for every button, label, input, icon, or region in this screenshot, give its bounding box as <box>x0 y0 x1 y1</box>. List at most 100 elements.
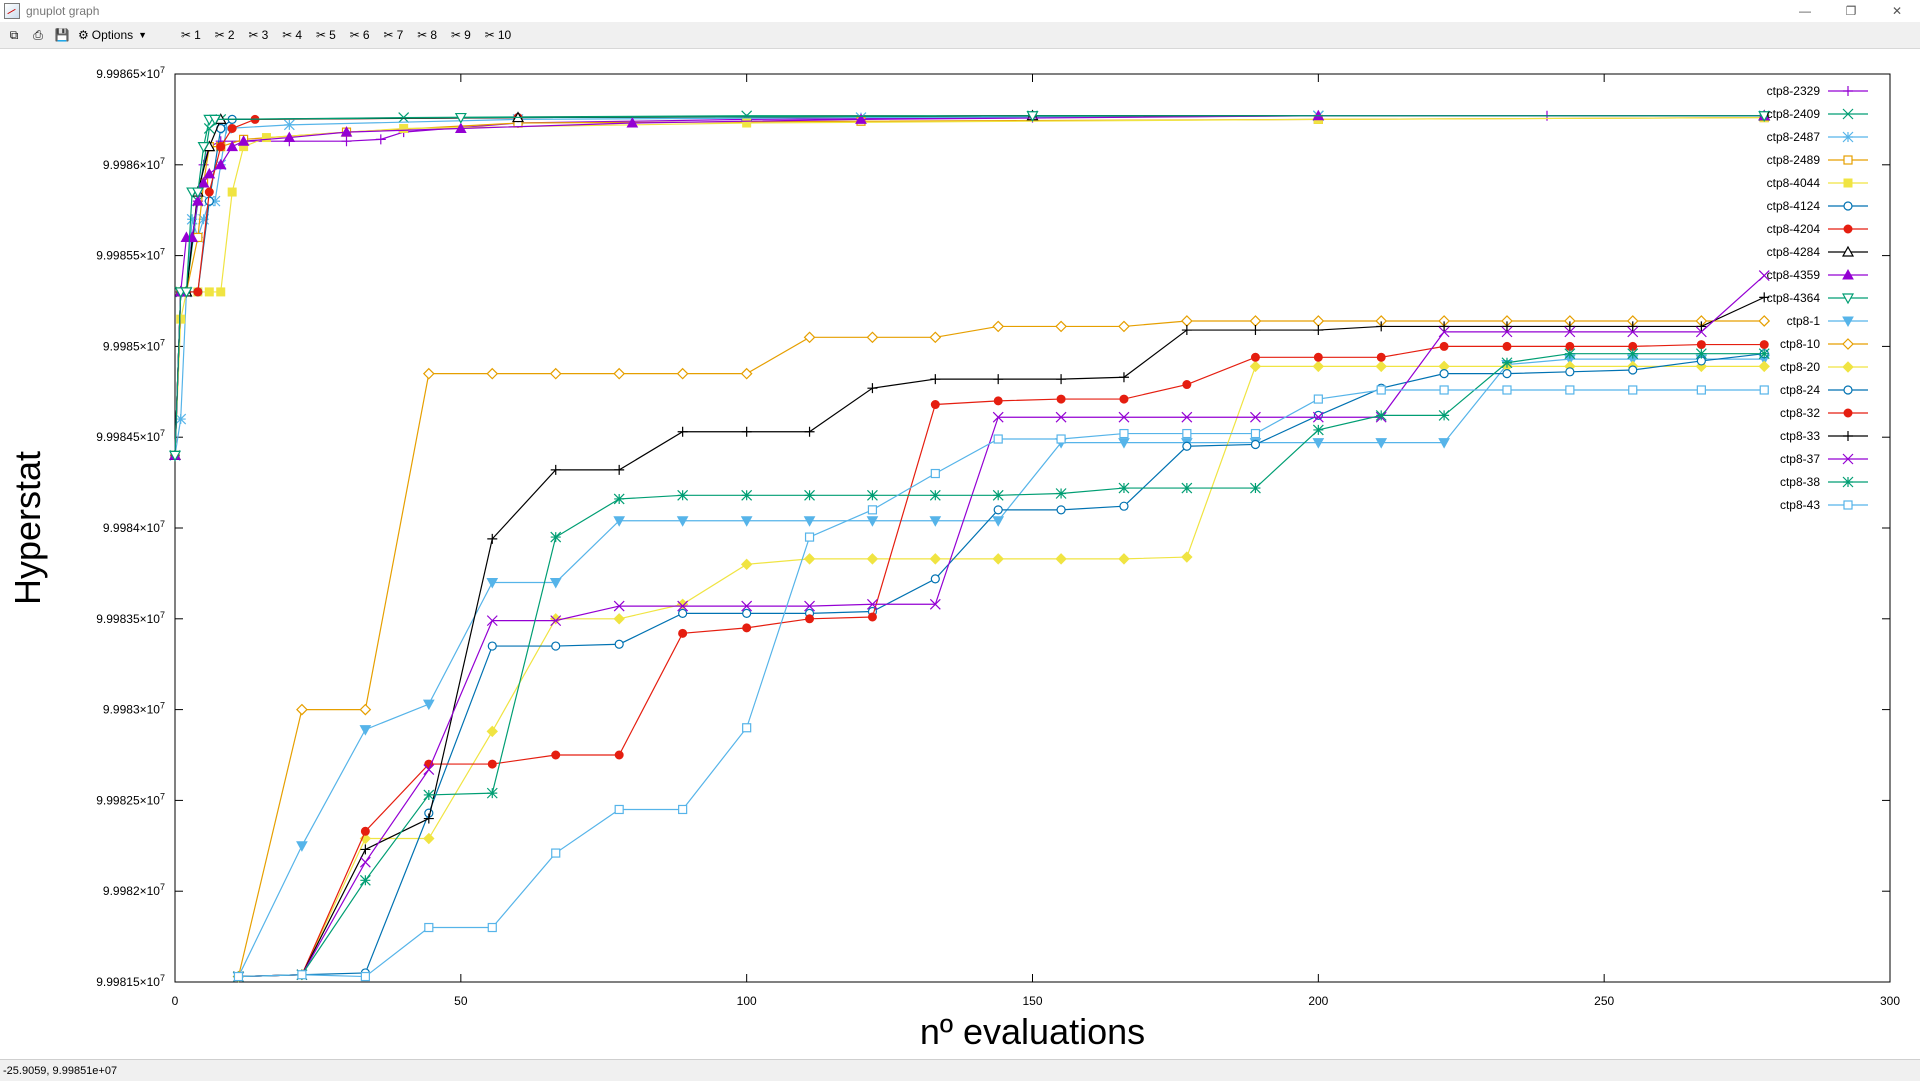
gnuplot-app-icon <box>4 3 20 19</box>
point-marker <box>992 411 1004 423</box>
point-marker <box>1438 438 1450 449</box>
point-marker <box>930 574 940 584</box>
point-marker <box>283 119 295 131</box>
point-marker <box>1759 292 1770 303</box>
point-marker <box>1842 453 1854 465</box>
point-marker <box>1118 411 1130 423</box>
point-marker <box>1119 501 1129 511</box>
plot-toggle-button-8[interactable]: ✂ 8 <box>417 28 437 42</box>
point-marker <box>1182 441 1192 451</box>
point-marker <box>360 826 370 836</box>
plot-toggle-button-9[interactable]: ✂ 9 <box>451 28 471 42</box>
legend-label: ctp8-20 <box>1780 360 1820 374</box>
plot-toggle-button-5[interactable]: ✂ 5 <box>316 28 336 42</box>
point-marker <box>1182 380 1192 390</box>
point-marker <box>1056 505 1066 515</box>
x-axis-label: nº evaluations <box>920 1011 1145 1052</box>
point-marker <box>930 400 940 410</box>
plot-toggle-label: 7 <box>396 28 404 42</box>
point-marker <box>1843 201 1853 211</box>
plot-toggle-button-10[interactable]: ✂ 10 <box>485 28 511 42</box>
point-marker <box>296 703 308 716</box>
point-marker <box>175 413 187 425</box>
point-marker <box>551 848 561 858</box>
point-marker <box>1842 476 1854 488</box>
legend-label: ctp8-33 <box>1780 429 1820 443</box>
point-marker <box>677 600 689 612</box>
point-marker <box>992 516 1005 527</box>
point-marker <box>1758 348 1770 360</box>
series-ctp8-2487 <box>169 110 1770 461</box>
point-marker <box>1842 131 1854 143</box>
options-menu-button[interactable]: ⚙ Options ▼ <box>78 28 147 42</box>
point-marker <box>1119 428 1129 439</box>
point-marker <box>866 516 879 527</box>
point-marker <box>487 641 497 651</box>
point-marker <box>1842 108 1854 120</box>
point-marker <box>1564 321 1575 332</box>
point-marker <box>1181 411 1193 423</box>
point-marker <box>614 750 624 760</box>
point-marker <box>486 725 498 738</box>
point-marker <box>1249 360 1262 373</box>
point-marker <box>203 167 216 179</box>
series-line <box>174 115 1765 456</box>
series-line <box>174 115 1765 456</box>
point-marker <box>1501 326 1513 338</box>
point-marker <box>1375 438 1388 449</box>
minimize-button[interactable]: — <box>1799 4 1811 18</box>
point-marker <box>929 516 942 527</box>
point-marker <box>855 113 867 124</box>
options-label: Options <box>91 28 134 42</box>
series-ctp8-1 <box>232 354 1771 983</box>
point-marker <box>423 764 435 775</box>
point-marker <box>1628 365 1638 375</box>
plot-toggle-button-7[interactable]: ✂ 7 <box>384 28 404 42</box>
x-tick-label: 150 <box>1022 994 1042 1008</box>
plot-toggle-button-6[interactable]: ✂ 6 <box>350 28 370 42</box>
point-marker <box>930 468 940 479</box>
point-marker <box>1841 293 1855 305</box>
chevron-down-icon: ▼ <box>138 30 148 40</box>
point-marker <box>551 750 561 760</box>
point-marker <box>1842 268 1854 280</box>
series-line <box>174 115 1765 456</box>
plot-toggle-label: 1 <box>194 28 201 42</box>
point-marker <box>993 505 1003 515</box>
plot-toggle-button-1[interactable]: ✂ 1 <box>181 28 201 42</box>
point-marker <box>1312 315 1325 327</box>
y-tick-label: 9.99845×107 <box>96 428 165 444</box>
series-ctp8-32 <box>233 340 1769 982</box>
copy-icon[interactable]: ⧉ <box>9 27 19 42</box>
series-ctp8-43 <box>233 385 1769 982</box>
plot-toggle-button-3[interactable]: ✂ 3 <box>249 28 269 42</box>
plot-toggle-button-4[interactable]: ✂ 4 <box>282 28 302 42</box>
series-line <box>238 275 1765 978</box>
point-marker <box>678 804 688 815</box>
point-marker <box>208 114 222 126</box>
restore-button[interactable]: ❐ <box>1845 4 1857 18</box>
legend-label: ctp8-2329 <box>1767 84 1821 98</box>
point-marker <box>803 553 816 565</box>
point-marker <box>993 396 1003 406</box>
close-button[interactable]: ✕ <box>1891 4 1903 18</box>
point-marker <box>678 628 688 638</box>
legend-label: ctp8-10 <box>1780 337 1820 351</box>
x-tick-label: 300 <box>1880 994 1900 1008</box>
plot-toggle-label: 6 <box>362 28 370 42</box>
point-marker <box>1056 434 1066 444</box>
plot-toggle-label: 3 <box>261 28 269 42</box>
series-ctp8-37 <box>233 270 1770 982</box>
print-icon[interactable]: ⎙ <box>33 27 43 42</box>
point-marker <box>359 703 372 716</box>
point-marker <box>1758 315 1771 327</box>
point-marker <box>803 516 816 527</box>
point-marker <box>1181 315 1193 327</box>
series-line <box>238 353 1765 978</box>
plot-toggle-button-2[interactable]: ✂ 2 <box>215 28 235 42</box>
save-icon[interactable]: 💾 <box>54 28 70 42</box>
point-marker <box>929 598 941 610</box>
point-marker <box>486 787 498 799</box>
y-tick-label: 9.9982×107 <box>103 882 165 898</box>
point-marker <box>930 374 941 385</box>
